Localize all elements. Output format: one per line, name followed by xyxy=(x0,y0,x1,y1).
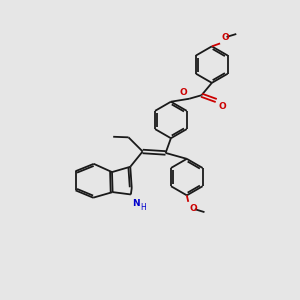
Text: O: O xyxy=(190,204,197,213)
Text: H: H xyxy=(140,203,146,212)
Text: O: O xyxy=(221,33,229,42)
Text: O: O xyxy=(179,88,187,97)
Text: N: N xyxy=(132,199,140,208)
Text: O: O xyxy=(218,102,226,111)
